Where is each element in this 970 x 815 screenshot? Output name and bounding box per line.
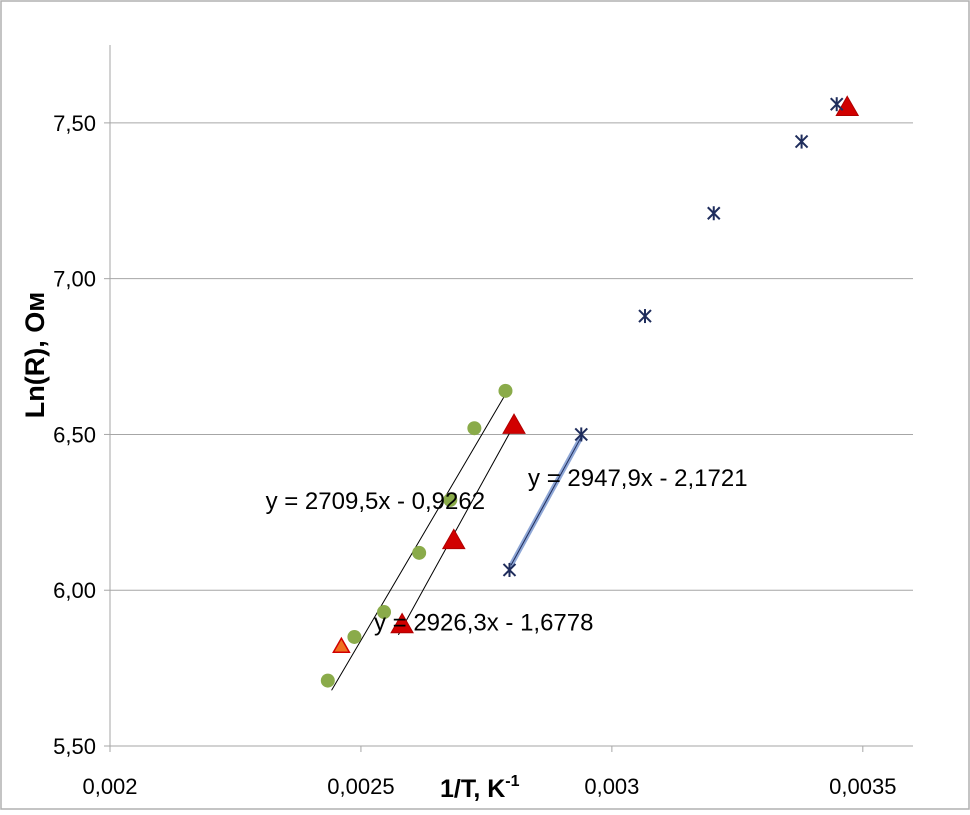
grid-layer (110, 122, 913, 591)
y-axis-label: Ln(R), Ом (20, 292, 50, 418)
star-stroke (794, 134, 809, 149)
y-tick-label: 6,50 (53, 422, 96, 447)
data-point-star (830, 97, 844, 112)
x-tick-label: 0,003 (584, 774, 639, 799)
data-point-star (707, 206, 721, 221)
data-point-circle (467, 421, 482, 436)
data-point-triangle (441, 528, 466, 550)
data-point-circle (443, 492, 458, 507)
trendline-equation: y = 2926,3x - 1,6778 (374, 610, 593, 637)
marker-layer (320, 95, 860, 688)
trendline-core (510, 436, 582, 566)
star-stroke (502, 563, 517, 577)
data-point-circle (412, 545, 427, 560)
star-stroke (574, 427, 588, 442)
data-point-triangle-small (332, 636, 351, 654)
y-tick-label: 5,50 (53, 734, 96, 759)
data-point-triangle (835, 95, 860, 117)
x-tick-label: 0,002 (82, 774, 137, 799)
x-tick-label: 0,0025 (327, 774, 394, 799)
trendline (398, 424, 515, 635)
star-stroke (638, 309, 652, 323)
label-layer: 5,50 6,00 6,50 7,00 7,50 0,002 0,0025 0,003 0,00… (20, 111, 896, 803)
trendline (331, 391, 508, 691)
y-tick-label: 7,50 (53, 111, 96, 136)
axes-layer (104, 45, 913, 752)
data-point-star (638, 309, 652, 324)
data-point-circle (498, 383, 513, 398)
trendline-equation: y = 2947,9x - 2,1721 (528, 465, 748, 492)
data-point-circle (377, 605, 392, 620)
data-point-star (794, 134, 809, 149)
x-axis-label: 1/T, K-1 (440, 773, 520, 803)
trend-layer (331, 391, 584, 691)
trendline-equation: y = 2709,5x - 0,9262 (266, 488, 486, 515)
y-tick-label: 7,00 (53, 267, 96, 292)
x-tick-label: 0,0035 (829, 774, 896, 799)
data-point-star (574, 427, 588, 442)
x-axis-label-base: 1/T, K (440, 775, 505, 803)
x-axis-label-superscript: -1 (505, 773, 519, 790)
data-point-circle (320, 673, 335, 688)
data-point-circle (347, 629, 362, 644)
star-stroke (830, 97, 844, 111)
star-stroke (707, 206, 721, 220)
data-point-triangle (502, 413, 526, 434)
data-point-triangle (390, 612, 414, 634)
y-tick-label: 6,00 (53, 578, 96, 603)
data-point-star (502, 562, 517, 577)
